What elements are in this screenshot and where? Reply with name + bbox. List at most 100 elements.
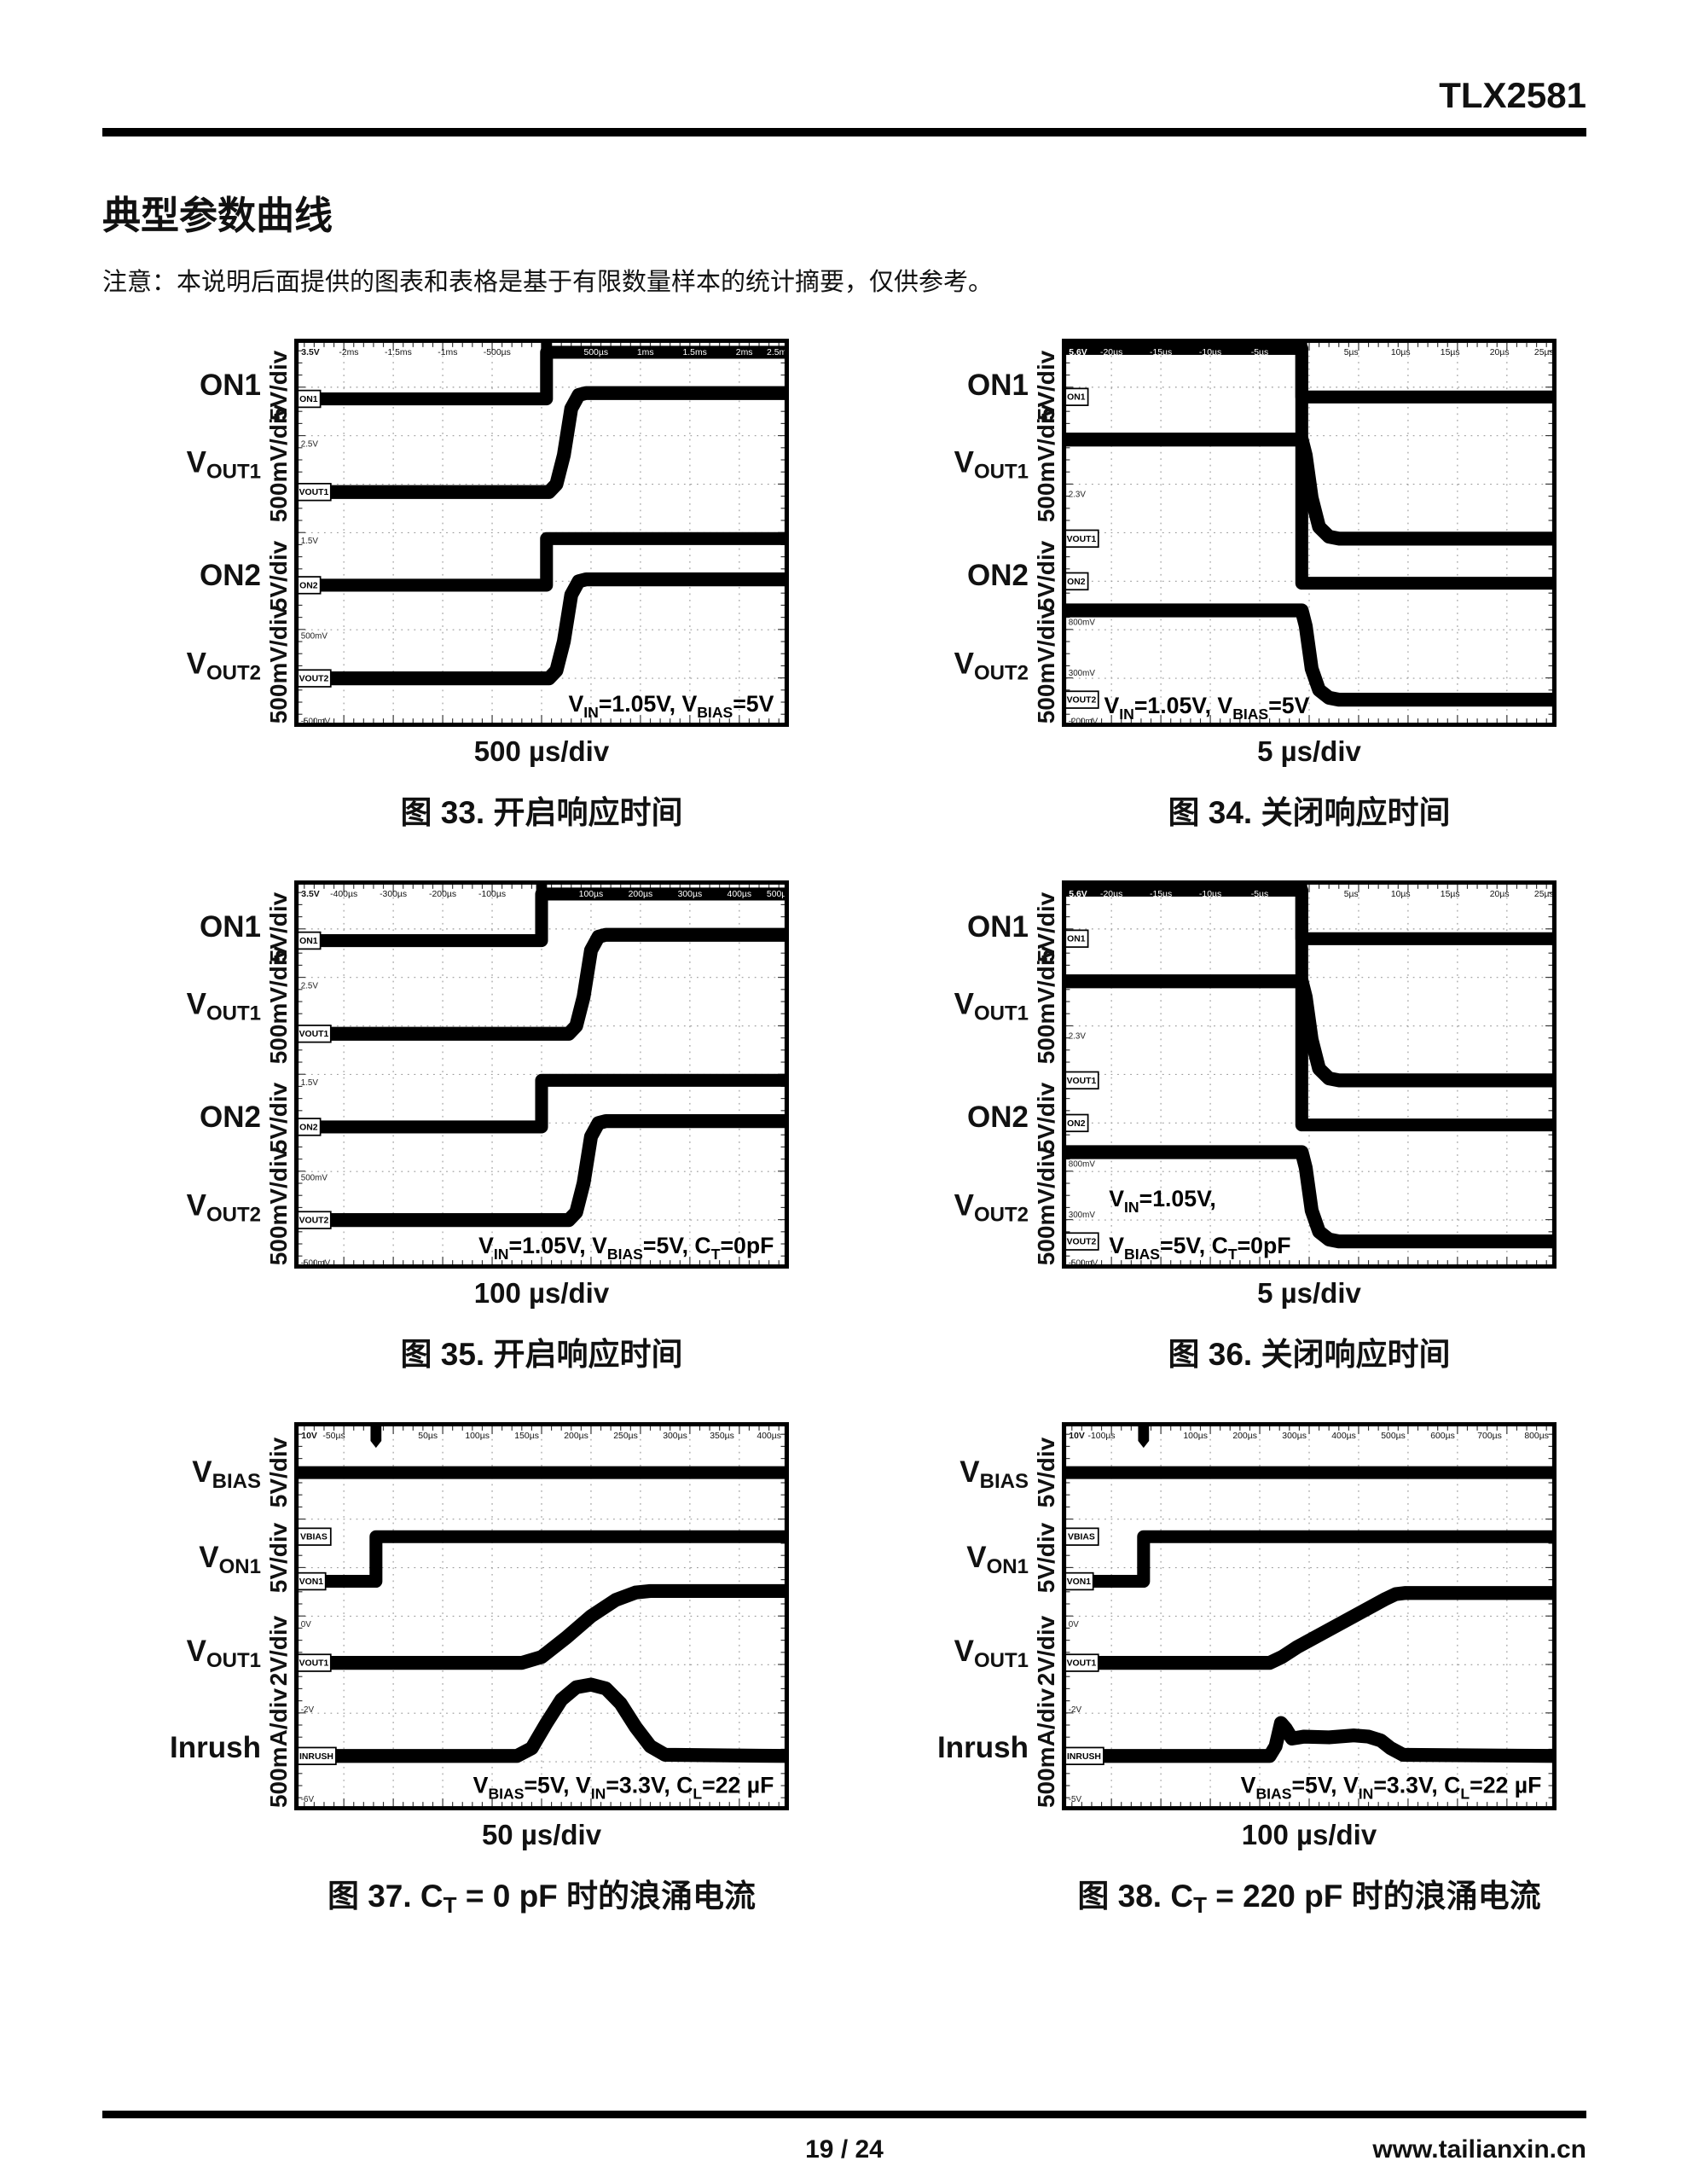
channel-label: VBIAS 5V/div xyxy=(192,1438,292,1507)
channel-label: ON1 5V/div xyxy=(200,350,292,420)
svg-text:VOUT2: VOUT2 xyxy=(299,1217,329,1226)
channel-labels: ON1 5V/div VOUT1 500mV/div ON2 5V/div VOUT2 500… xyxy=(102,880,294,1269)
time-scale-label: 200µs xyxy=(564,1432,588,1441)
time-scale-label: -50µs xyxy=(322,1432,345,1441)
scope-corner-label: 10V xyxy=(1069,1432,1085,1441)
figure-grid: ON1 5V/div VOUT1 500mV/div ON2 5V/div VOUT2 500… xyxy=(102,339,1586,1918)
waveform-trace xyxy=(294,572,789,686)
test-condition-annotation: VBIAS=5V, CT=0pF xyxy=(1109,1233,1290,1263)
channel-label: ON2 5V/div xyxy=(200,540,292,611)
svg-text:VOUT2: VOUT2 xyxy=(1067,1238,1097,1247)
voltage-ref-label: -500mV xyxy=(1069,1259,1099,1269)
channel-scale: 500mA/div xyxy=(265,1688,292,1809)
trace-tag: VOUT1 xyxy=(296,1653,332,1672)
channel-scale: 500mV/div xyxy=(265,404,292,522)
time-scale-label: 25µs xyxy=(1534,890,1554,899)
figure-block-38: VBIAS 5V/div VON1 5V/div VOUT1 2V/div Inrush 50… xyxy=(870,1422,1586,1918)
trace-tag: VOUT1 xyxy=(296,1025,332,1043)
channel-scale: 500mV/div xyxy=(1033,1147,1059,1266)
channel-name: VOUT2 xyxy=(186,648,261,686)
waveform-trace xyxy=(294,887,789,948)
channel-name: ON1 xyxy=(967,909,1029,944)
figure-caption: 图 34. 关闭响应时间 xyxy=(1168,795,1451,830)
figure-block-33: ON1 5V/div VOUT1 500mV/div ON2 5V/div VOUT2 500… xyxy=(102,339,819,833)
time-scale-label: 2ms xyxy=(736,348,753,357)
channel-label: ON1 5V/div xyxy=(200,892,292,961)
channel-name: ON1 xyxy=(200,909,261,944)
waveform-trace xyxy=(294,927,789,1041)
voltage-ref-label: -6V xyxy=(301,1795,315,1804)
trigger-marker-icon xyxy=(536,883,548,907)
channel-name: VOUT1 xyxy=(186,987,261,1025)
channel-label: VOUT2 500mV/div xyxy=(187,1147,292,1266)
time-scale-label: -100µs xyxy=(478,890,506,899)
time-scale-label: 400µs xyxy=(728,890,752,899)
figure-plot-column: ON1 VOUT1 ON2 VOUT2 3.5V -400µs -300µs -200µs -1… xyxy=(294,880,789,1374)
svg-text:VOUT1: VOUT1 xyxy=(299,1659,329,1669)
time-scale-label: 300µs xyxy=(663,1432,687,1441)
time-scale-label: 1ms xyxy=(637,348,654,357)
channel-name: ON2 xyxy=(967,558,1029,592)
timebase-label: 500 µs/div xyxy=(473,735,610,767)
svg-text:INRUSH: INRUSH xyxy=(1067,1752,1101,1762)
channel-scale: 5V/div xyxy=(1033,1523,1059,1594)
channel-scale: 500mV/div xyxy=(1033,404,1059,522)
test-condition-annotation: VIN=1.05V, VBIAS=5V, CT=0pF xyxy=(478,1233,774,1263)
voltage-ref-label: -500mV xyxy=(301,1259,331,1269)
waveform-trace xyxy=(1062,603,1557,707)
time-scale-label: 100µs xyxy=(1183,1432,1208,1441)
channel-label: VOUT1 500mV/div xyxy=(186,945,292,1064)
svg-text:VON1: VON1 xyxy=(299,1577,324,1587)
trace-tag: ON1 xyxy=(296,389,322,409)
trace-tag: ON2 xyxy=(296,576,322,595)
voltage-ref-label: 2.5V xyxy=(301,981,319,990)
time-scale-label: 5µs xyxy=(1344,890,1359,899)
figure-plot-column: ON1 VOUT1 ON2 VOUT2 5.6V -20µs -15µs -10µs -5µs 5… xyxy=(1062,339,1557,833)
voltage-ref-label: 500mV xyxy=(301,1174,328,1183)
channel-labels: VBIAS 5V/div VON1 5V/div VOUT1 2V/div Inrush 50… xyxy=(102,1422,294,1810)
channel-name: VBIAS xyxy=(959,1455,1029,1494)
voltage-ref-label: 2.5V xyxy=(301,439,319,449)
time-scale-label: -15µs xyxy=(1150,348,1172,357)
channel-label: VON1 5V/div xyxy=(966,1523,1059,1594)
channel-scale: 500mA/div xyxy=(1033,1688,1059,1809)
trace-tag: ON1 xyxy=(1064,929,1089,948)
timebase-label: 50 µs/div xyxy=(481,1819,602,1850)
time-scale-label: 500µs xyxy=(767,890,789,899)
time-scale-label: -400µs xyxy=(330,890,357,899)
waveform-trace xyxy=(1062,1530,1557,1589)
doc-title: TLX2581 xyxy=(1439,75,1586,115)
trace-tag: ON2 xyxy=(296,1118,322,1136)
waveform-trace xyxy=(294,386,789,499)
test-condition-annotation: VIN=1.05V, VBIAS=5V xyxy=(568,691,774,721)
figure-caption: 图 37. CT = 0 pF 时的浪涌电流 xyxy=(327,1879,757,1918)
trace-tag: VOUT1 xyxy=(1064,1653,1099,1672)
time-scale-label: -5µs xyxy=(1251,890,1268,899)
voltage-ref-label: 300mV xyxy=(1069,1211,1096,1220)
figure-block-34: ON1 5V/div VOUT1 500mV/div ON2 5V/div VOUT2 500… xyxy=(870,339,1586,833)
scope-corner-label: 5.6V xyxy=(1069,890,1087,899)
waveform-trace xyxy=(1062,433,1557,546)
trigger-marker-icon xyxy=(1296,341,1307,365)
channel-label: ON1 5V/div xyxy=(967,350,1059,420)
channel-scale: 5V/div xyxy=(265,1523,292,1594)
waveform-trace xyxy=(294,1583,789,1670)
channel-label: VOUT1 2V/div xyxy=(954,1616,1059,1686)
channel-scale: 5V/div xyxy=(265,540,292,611)
time-scale-label: 1.5ms xyxy=(682,348,706,357)
voltage-ref-label: 1.5V xyxy=(301,537,319,546)
figure-caption: 图 35. 开启响应时间 xyxy=(400,1337,683,1372)
trace-tag: VOUT2 xyxy=(296,1211,332,1229)
test-condition-annotation: VIN=1.05V, VBIAS=5V xyxy=(1104,693,1309,723)
time-scale-label: 350µs xyxy=(710,1432,734,1441)
trigger-marker-icon xyxy=(541,341,553,365)
voltage-ref-label: 800mV xyxy=(1069,1160,1096,1170)
channel-labels: ON1 5V/div VOUT1 500mV/div ON2 5V/div VOUT2 500… xyxy=(102,339,294,727)
trace-tag: ON2 xyxy=(1064,1113,1089,1133)
timebase-label: 100 µs/div xyxy=(473,1277,610,1309)
page-number: 19 / 24 xyxy=(805,2135,884,2164)
trace-tag: VOUT1 xyxy=(1064,529,1099,549)
time-scale-label: -300µs xyxy=(380,890,407,899)
channel-label: Inrush 500mA/div xyxy=(170,1688,292,1809)
website-link: www.tailianxin.cn xyxy=(1372,2135,1586,2164)
